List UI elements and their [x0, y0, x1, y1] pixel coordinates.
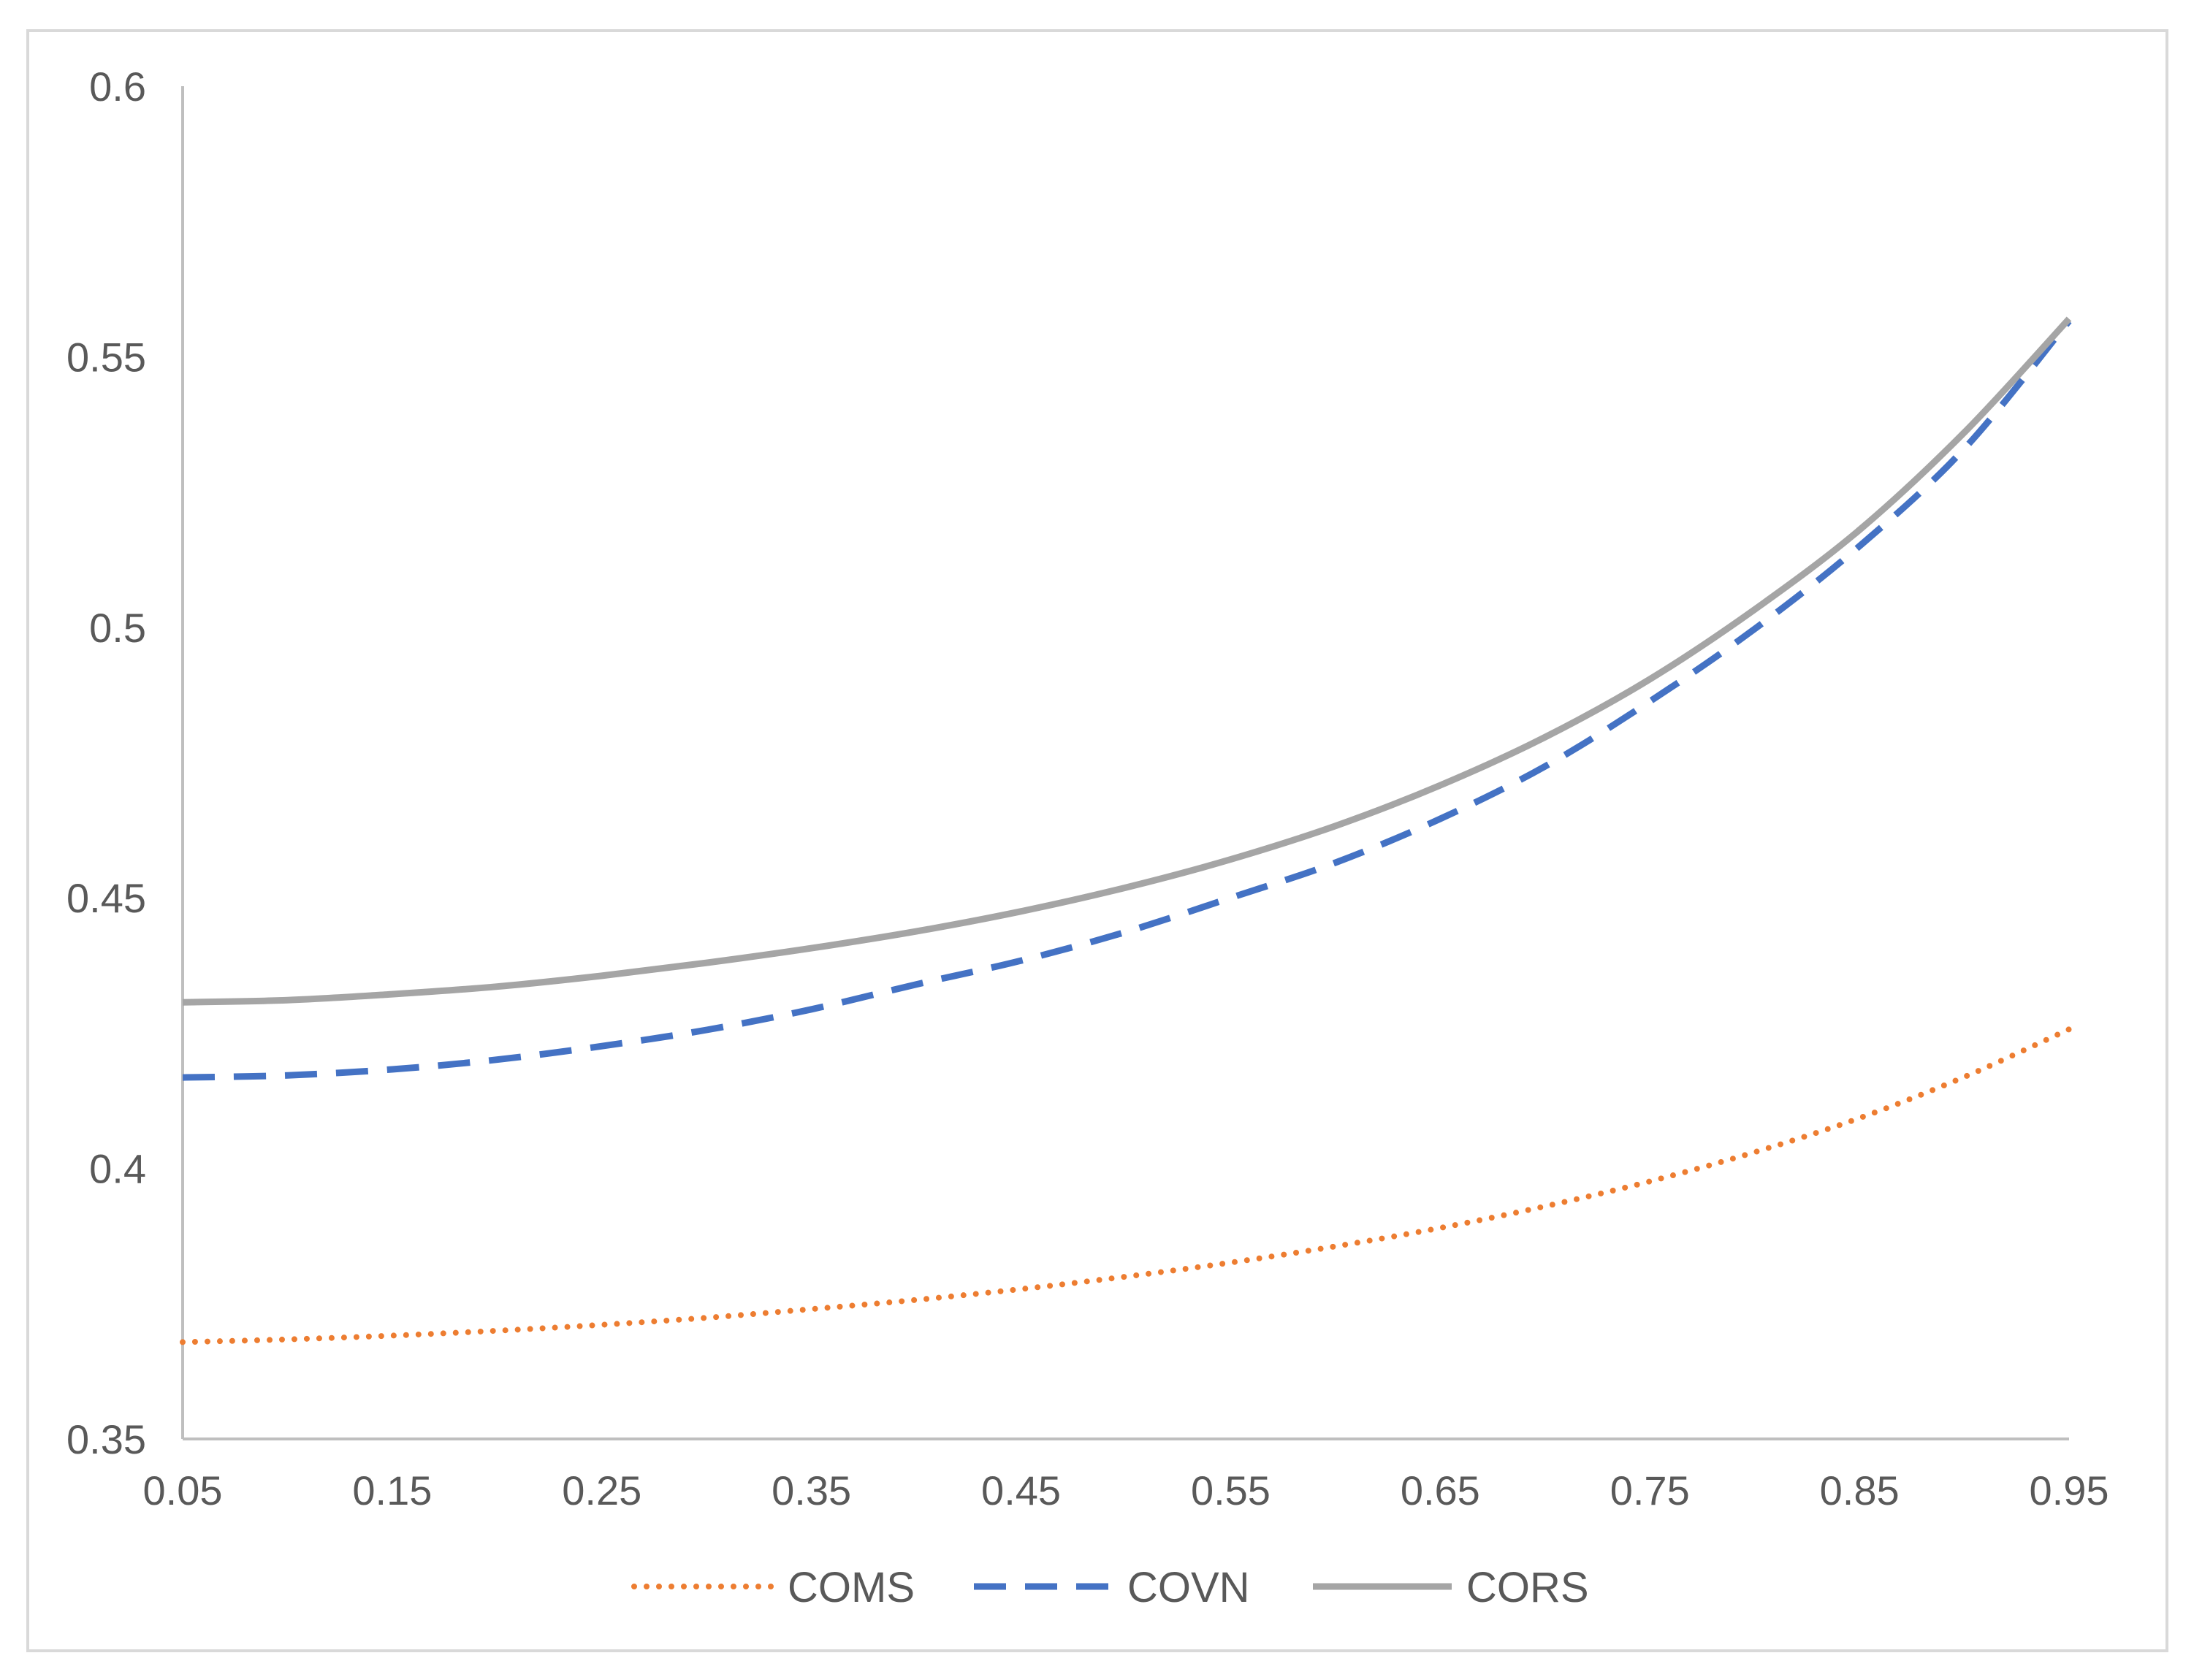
legend: COMS COVN CORS: [631, 1564, 1589, 1611]
series-layer: [180, 316, 2072, 1345]
x-tick-label: 0.45: [981, 1467, 1061, 1513]
x-tick-labels: 0.05 0.15 0.25 0.35 0.45 0.55 0.65 0.75 0.85 0.95: [143, 1467, 2109, 1513]
axes: [181, 86, 2069, 1440]
x-tick-label: 0.15: [352, 1467, 432, 1513]
series-line-coms: [180, 1026, 2072, 1345]
legend-label-coms: COMS: [788, 1564, 915, 1611]
y-tick-label: 0.6: [89, 64, 146, 110]
x-tick-label: 0.75: [1610, 1467, 1690, 1513]
y-tick-label: 0.4: [89, 1146, 146, 1192]
x-tick-label: 0.35: [772, 1467, 851, 1513]
chart-frame: [26, 29, 2168, 1652]
x-tick-label: 0.55: [1191, 1467, 1271, 1513]
y-tick-labels: 0.35 0.4 0.45 0.5 0.55 0.6: [66, 64, 146, 1462]
y-tick-label: 0.35: [66, 1416, 146, 1462]
x-tick-label: 0.25: [562, 1467, 641, 1513]
x-tick-label: 0.05: [143, 1467, 223, 1513]
legend-label-cors: CORS: [1466, 1564, 1589, 1611]
legend-label-covn: COVN: [1127, 1564, 1250, 1611]
series-line-covn: [182, 318, 2072, 1081]
series-line-cors: [182, 316, 2072, 1006]
x-tick-label: 0.65: [1401, 1467, 1480, 1513]
y-tick-label: 0.55: [66, 334, 146, 380]
x-tick-label: 0.85: [1820, 1467, 1900, 1513]
y-tick-label: 0.5: [89, 605, 146, 651]
y-tick-label: 0.45: [66, 875, 146, 921]
x-tick-label: 0.95: [2030, 1467, 2109, 1513]
